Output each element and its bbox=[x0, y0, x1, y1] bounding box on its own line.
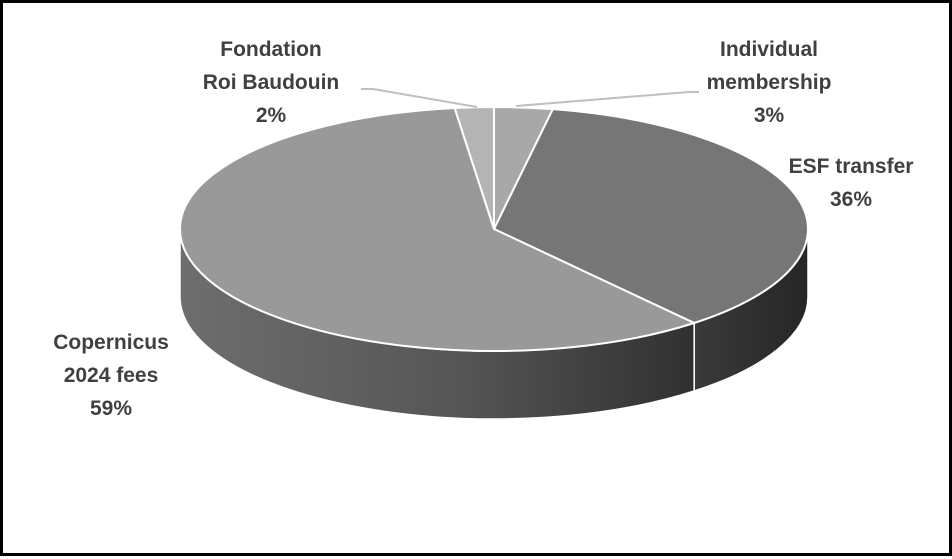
slice-name-label: Copernicus bbox=[53, 331, 169, 354]
slice-percent-label: 2% bbox=[256, 104, 287, 127]
data-labels: Individual membership 3% ESF transfer 36% Cop… bbox=[53, 38, 913, 420]
slice-percent-label: 3% bbox=[754, 104, 785, 127]
slice-name-label: Fondation bbox=[220, 38, 321, 61]
pie-chart: Individual membership 3% ESF transfer 36% Cop… bbox=[53, 38, 913, 420]
slice-name-label: ESF transfer bbox=[789, 155, 914, 178]
leader-line-fondation-roi-baudouin bbox=[361, 88, 478, 108]
data-label-individual-membership: Individual membership 3% bbox=[707, 38, 832, 127]
pie-slice-copernicus-2024-fees bbox=[179, 106, 697, 352]
data-label-copernicus-2024-fees: Copernicus 2024 fees 59% bbox=[53, 331, 169, 420]
slice-name-label: Individual bbox=[720, 38, 818, 61]
slice-name-label: Roi Baudouin bbox=[203, 71, 339, 94]
slice-name-label: membership bbox=[707, 71, 832, 94]
pie-slice-esf-transfer bbox=[492, 108, 809, 325]
slice-percent-label: 36% bbox=[830, 188, 872, 211]
slice-name-label: 2024 fees bbox=[64, 364, 159, 387]
data-label-fondation-roi-baudouin: Fondation Roi Baudouin 2% bbox=[203, 38, 339, 127]
data-label-esf-transfer: ESF transfer 36% bbox=[789, 155, 914, 211]
leader-line-individual-membership bbox=[515, 91, 699, 107]
leader-lines bbox=[361, 88, 699, 108]
slice-percent-label: 59% bbox=[90, 397, 132, 420]
pie-slices bbox=[179, 105, 809, 352]
